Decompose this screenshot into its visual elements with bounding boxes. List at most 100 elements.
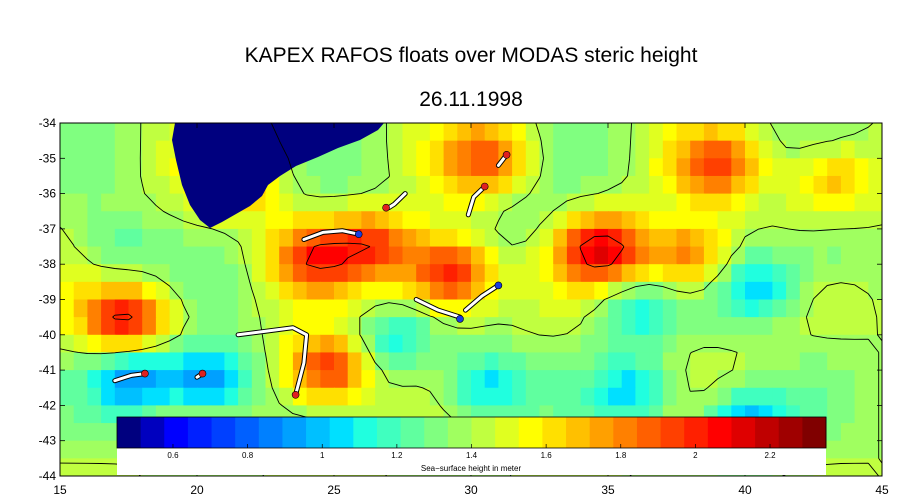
heat-cell [169, 334, 184, 354]
heat-cell [101, 193, 116, 212]
heat-cell [512, 211, 527, 230]
heat-cell [635, 334, 650, 354]
heat-cell [635, 317, 650, 336]
heat-cell [799, 334, 815, 354]
heat-cell [251, 299, 267, 318]
heat-cell [471, 370, 486, 389]
heat-cell [676, 370, 691, 389]
heat-cell [731, 246, 746, 265]
heat-cell [292, 281, 308, 301]
heat-cell [827, 264, 842, 283]
heat-cell [840, 352, 856, 371]
heat-cell [703, 370, 719, 389]
heat-cell [210, 370, 225, 389]
heat-cell [114, 387, 130, 406]
heat-cell [827, 140, 842, 159]
heat-cell [786, 211, 801, 230]
heat-cell [471, 317, 486, 336]
heat-cell [635, 211, 650, 230]
heat-cell [416, 334, 431, 354]
heat-cell [251, 246, 267, 265]
colorbar-tick-label: 1.4 [466, 451, 478, 460]
heat-cell [347, 352, 362, 371]
heat-cell [197, 334, 212, 354]
heat-cell [799, 211, 815, 230]
heat-cell [813, 317, 828, 336]
x-tick-label: 25 [327, 483, 341, 497]
heat-cell [238, 246, 253, 265]
colorbar-swatch [235, 417, 260, 448]
heat-cell [443, 228, 458, 248]
heat-cell [621, 140, 636, 159]
heat-cell [662, 317, 678, 336]
colorbar-swatch [778, 417, 803, 448]
heat-cell [690, 140, 705, 159]
x-tick-label: 35 [601, 483, 615, 497]
heat-cell [731, 281, 746, 301]
chart-title: KAPEX RAFOS floats over MODAS steric hei… [245, 44, 698, 67]
heat-cell [580, 299, 595, 318]
heat-cell [87, 370, 102, 389]
heat-cell [827, 334, 842, 354]
heat-cell [265, 299, 280, 318]
colorbar-swatch [258, 417, 283, 448]
heat-cell [73, 458, 88, 476]
heat-cell [169, 387, 184, 406]
heat-cell [320, 317, 335, 336]
heat-cell [566, 246, 582, 265]
heat-cell [539, 317, 554, 336]
heat-cell [251, 352, 267, 371]
heat-cell [525, 246, 541, 265]
heat-cell [594, 123, 609, 142]
heat-cell [813, 334, 828, 354]
heat-cell [498, 317, 513, 336]
heat-cell [334, 211, 349, 230]
heat-cell [155, 352, 171, 371]
heat-cell [238, 281, 253, 301]
heat-cell [539, 387, 554, 406]
heat-cell [840, 123, 856, 142]
heat-cell [375, 387, 390, 406]
heat-cell [580, 387, 595, 406]
heat-cell [854, 370, 869, 389]
heat-cell [87, 440, 102, 459]
heat-cell [580, 334, 595, 354]
heat-cell [840, 211, 856, 230]
heat-cell [416, 281, 431, 301]
colorbar-swatch [400, 417, 425, 448]
heat-cell [690, 317, 705, 336]
heat-cell [142, 281, 157, 301]
heat-cell [210, 246, 225, 265]
float-track [387, 192, 407, 210]
heat-cell [155, 299, 171, 318]
heat-cell [169, 228, 184, 248]
heat-cell [525, 370, 541, 389]
heat-cell [676, 158, 691, 177]
heat-cell [87, 193, 102, 212]
heat-cell [703, 228, 719, 248]
heat-cell [854, 317, 869, 336]
colorbar-swatch [707, 417, 732, 448]
heat-cell [320, 281, 335, 301]
heat-cell [128, 123, 143, 142]
heat-cell [155, 334, 171, 354]
heat-cell [512, 158, 527, 177]
heat-cell [840, 299, 856, 318]
heat-cell [457, 352, 472, 371]
heat-cell [854, 458, 869, 476]
heat-cell [155, 158, 171, 177]
heat-cell [525, 317, 541, 336]
heat-cell [210, 334, 225, 354]
heat-cell [60, 175, 75, 195]
heat-cell [375, 264, 390, 283]
heat-cell [772, 158, 787, 177]
heat-cell [128, 317, 143, 336]
heat-cell [868, 299, 882, 318]
heat-cell [662, 246, 678, 265]
heat-cell [306, 317, 321, 336]
heat-cell [306, 193, 321, 212]
heat-cell [566, 211, 582, 230]
heat-cell [73, 264, 88, 283]
heat-cell [690, 228, 705, 248]
heat-cell [594, 281, 609, 301]
